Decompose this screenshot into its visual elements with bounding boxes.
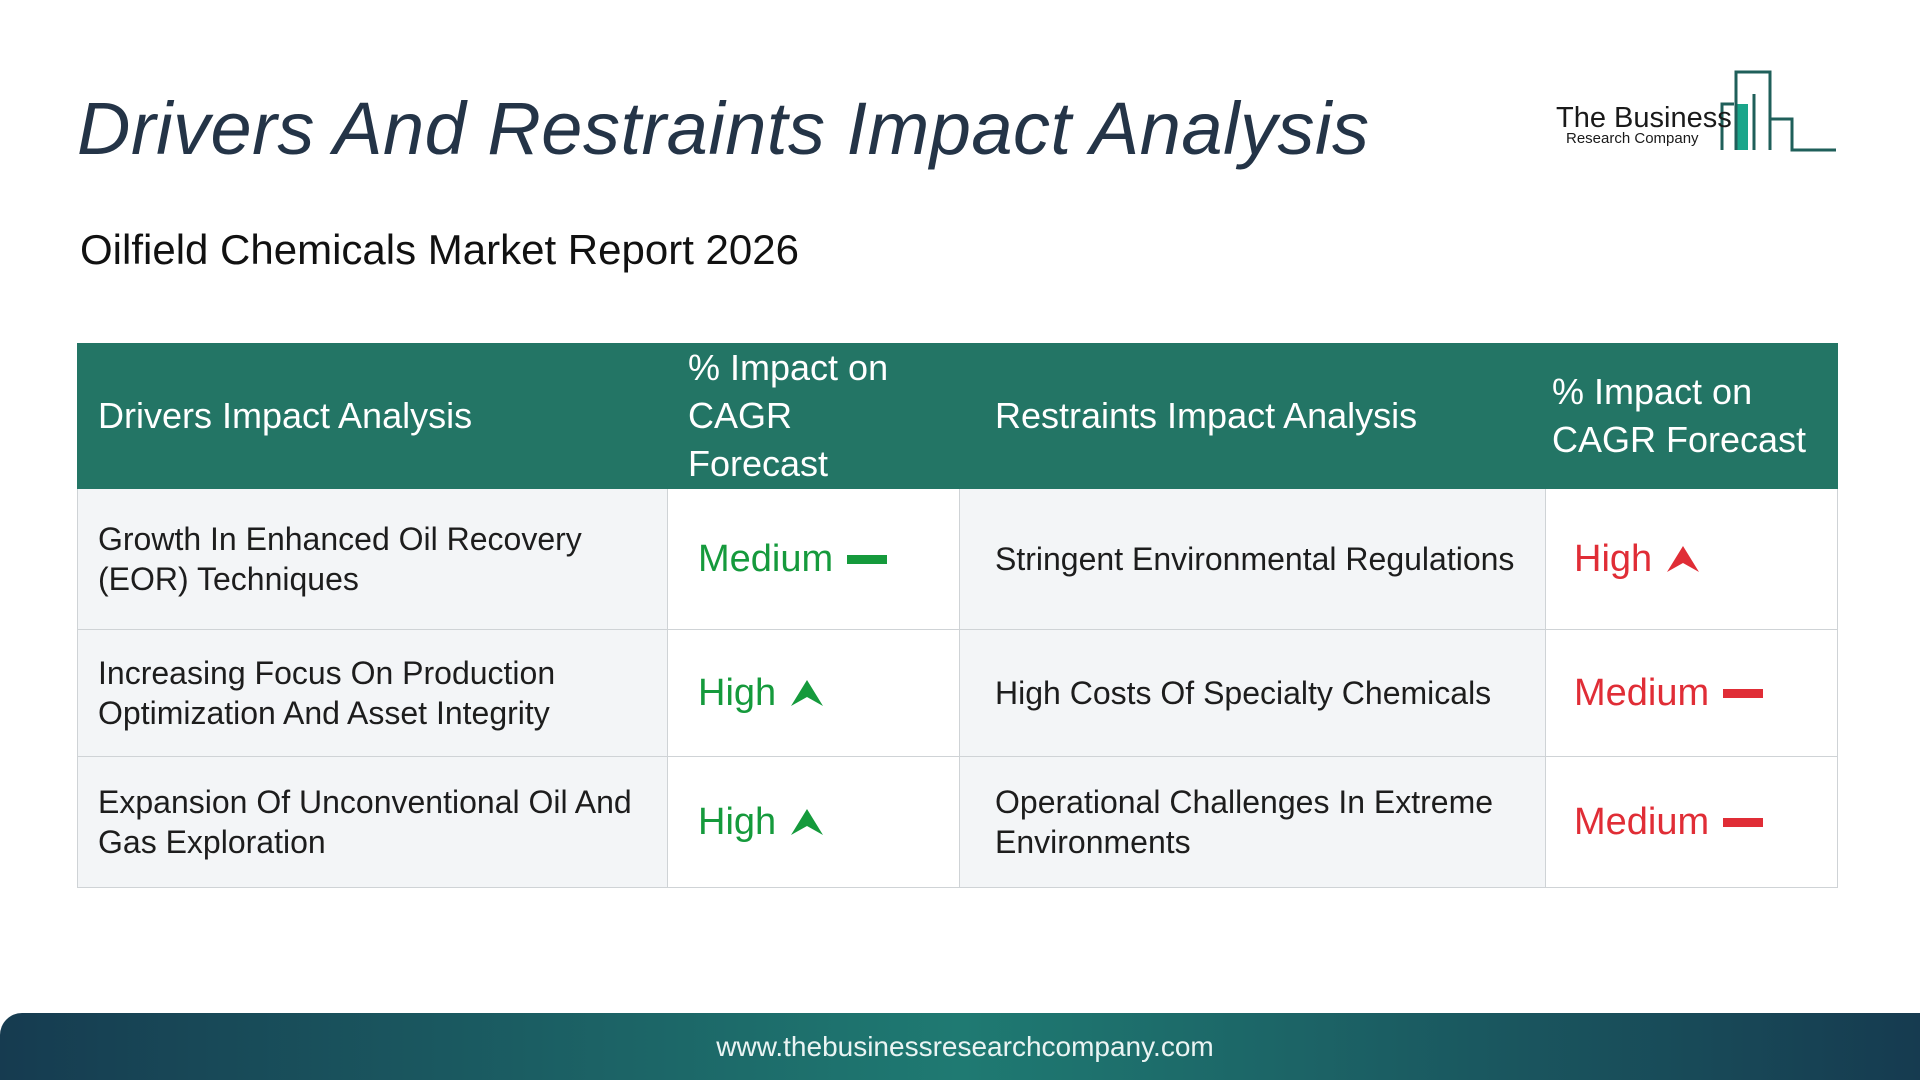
table-row: Growth In Enhanced Oil Recovery (EOR) Te… bbox=[77, 488, 1838, 630]
impact-level: High bbox=[698, 672, 777, 714]
arrow-up-icon bbox=[1667, 546, 1700, 572]
table-header-row: Drivers Impact Analysis % Impact on CAGR… bbox=[77, 343, 1838, 489]
restraint-cell: High Costs Of Specialty Chemicals bbox=[959, 629, 1546, 757]
header-restraints: Restraints Impact Analysis bbox=[959, 343, 1546, 489]
header-restraints-impact: % Impact on CAGR Forecast bbox=[1545, 343, 1838, 489]
driver-impact-cell: Medium bbox=[667, 488, 960, 630]
dash-icon bbox=[1723, 817, 1764, 827]
driver-cell: Increasing Focus On Production Optimizat… bbox=[77, 629, 668, 757]
logo-line2: Research Company bbox=[1566, 130, 1699, 147]
restraint-impact-cell: Medium bbox=[1545, 629, 1838, 757]
dash-icon bbox=[1723, 688, 1764, 698]
page-title: Drivers And Restraints Impact Analysis bbox=[77, 87, 1370, 170]
footer-bar: www.thebusinessresearchcompany.com bbox=[0, 1013, 1920, 1080]
table-row: Expansion Of Unconventional Oil And Gas … bbox=[77, 756, 1838, 888]
header-drivers-impact: % Impact on CAGR Forecast bbox=[667, 343, 960, 489]
driver-impact-cell: High bbox=[667, 756, 960, 888]
restraint-cell: Stringent Environmental Regulations bbox=[959, 488, 1546, 630]
impact-level: Medium bbox=[698, 538, 834, 580]
company-logo: The Business Research Company bbox=[1554, 64, 1836, 160]
driver-impact-cell: High bbox=[667, 629, 960, 757]
report-subtitle: Oilfield Chemicals Market Report 2026 bbox=[80, 226, 799, 273]
restraint-impact-cell: High bbox=[1545, 488, 1838, 630]
footer-url[interactable]: www.thebusinessresearchcompany.com bbox=[716, 1030, 1214, 1062]
driver-cell: Expansion Of Unconventional Oil And Gas … bbox=[77, 756, 668, 888]
table-row: Increasing Focus On Production Optimizat… bbox=[77, 629, 1838, 757]
logo-line1: The Business bbox=[1556, 102, 1732, 134]
impact-level: High bbox=[1574, 538, 1653, 580]
restraint-impact-cell: Medium bbox=[1545, 756, 1838, 888]
impact-level: High bbox=[698, 801, 777, 843]
header-drivers: Drivers Impact Analysis bbox=[77, 343, 668, 489]
impact-table: Drivers Impact Analysis % Impact on CAGR… bbox=[77, 343, 1838, 888]
restraint-cell: Operational Challenges In Extreme Enviro… bbox=[959, 756, 1546, 888]
logo-building-icon bbox=[1720, 70, 1836, 152]
impact-level: Medium bbox=[1574, 672, 1710, 714]
arrow-up-icon bbox=[791, 680, 824, 706]
impact-level: Medium bbox=[1574, 801, 1710, 843]
arrow-up-icon bbox=[791, 809, 824, 835]
driver-cell: Growth In Enhanced Oil Recovery (EOR) Te… bbox=[77, 488, 668, 630]
dash-icon bbox=[847, 554, 888, 564]
